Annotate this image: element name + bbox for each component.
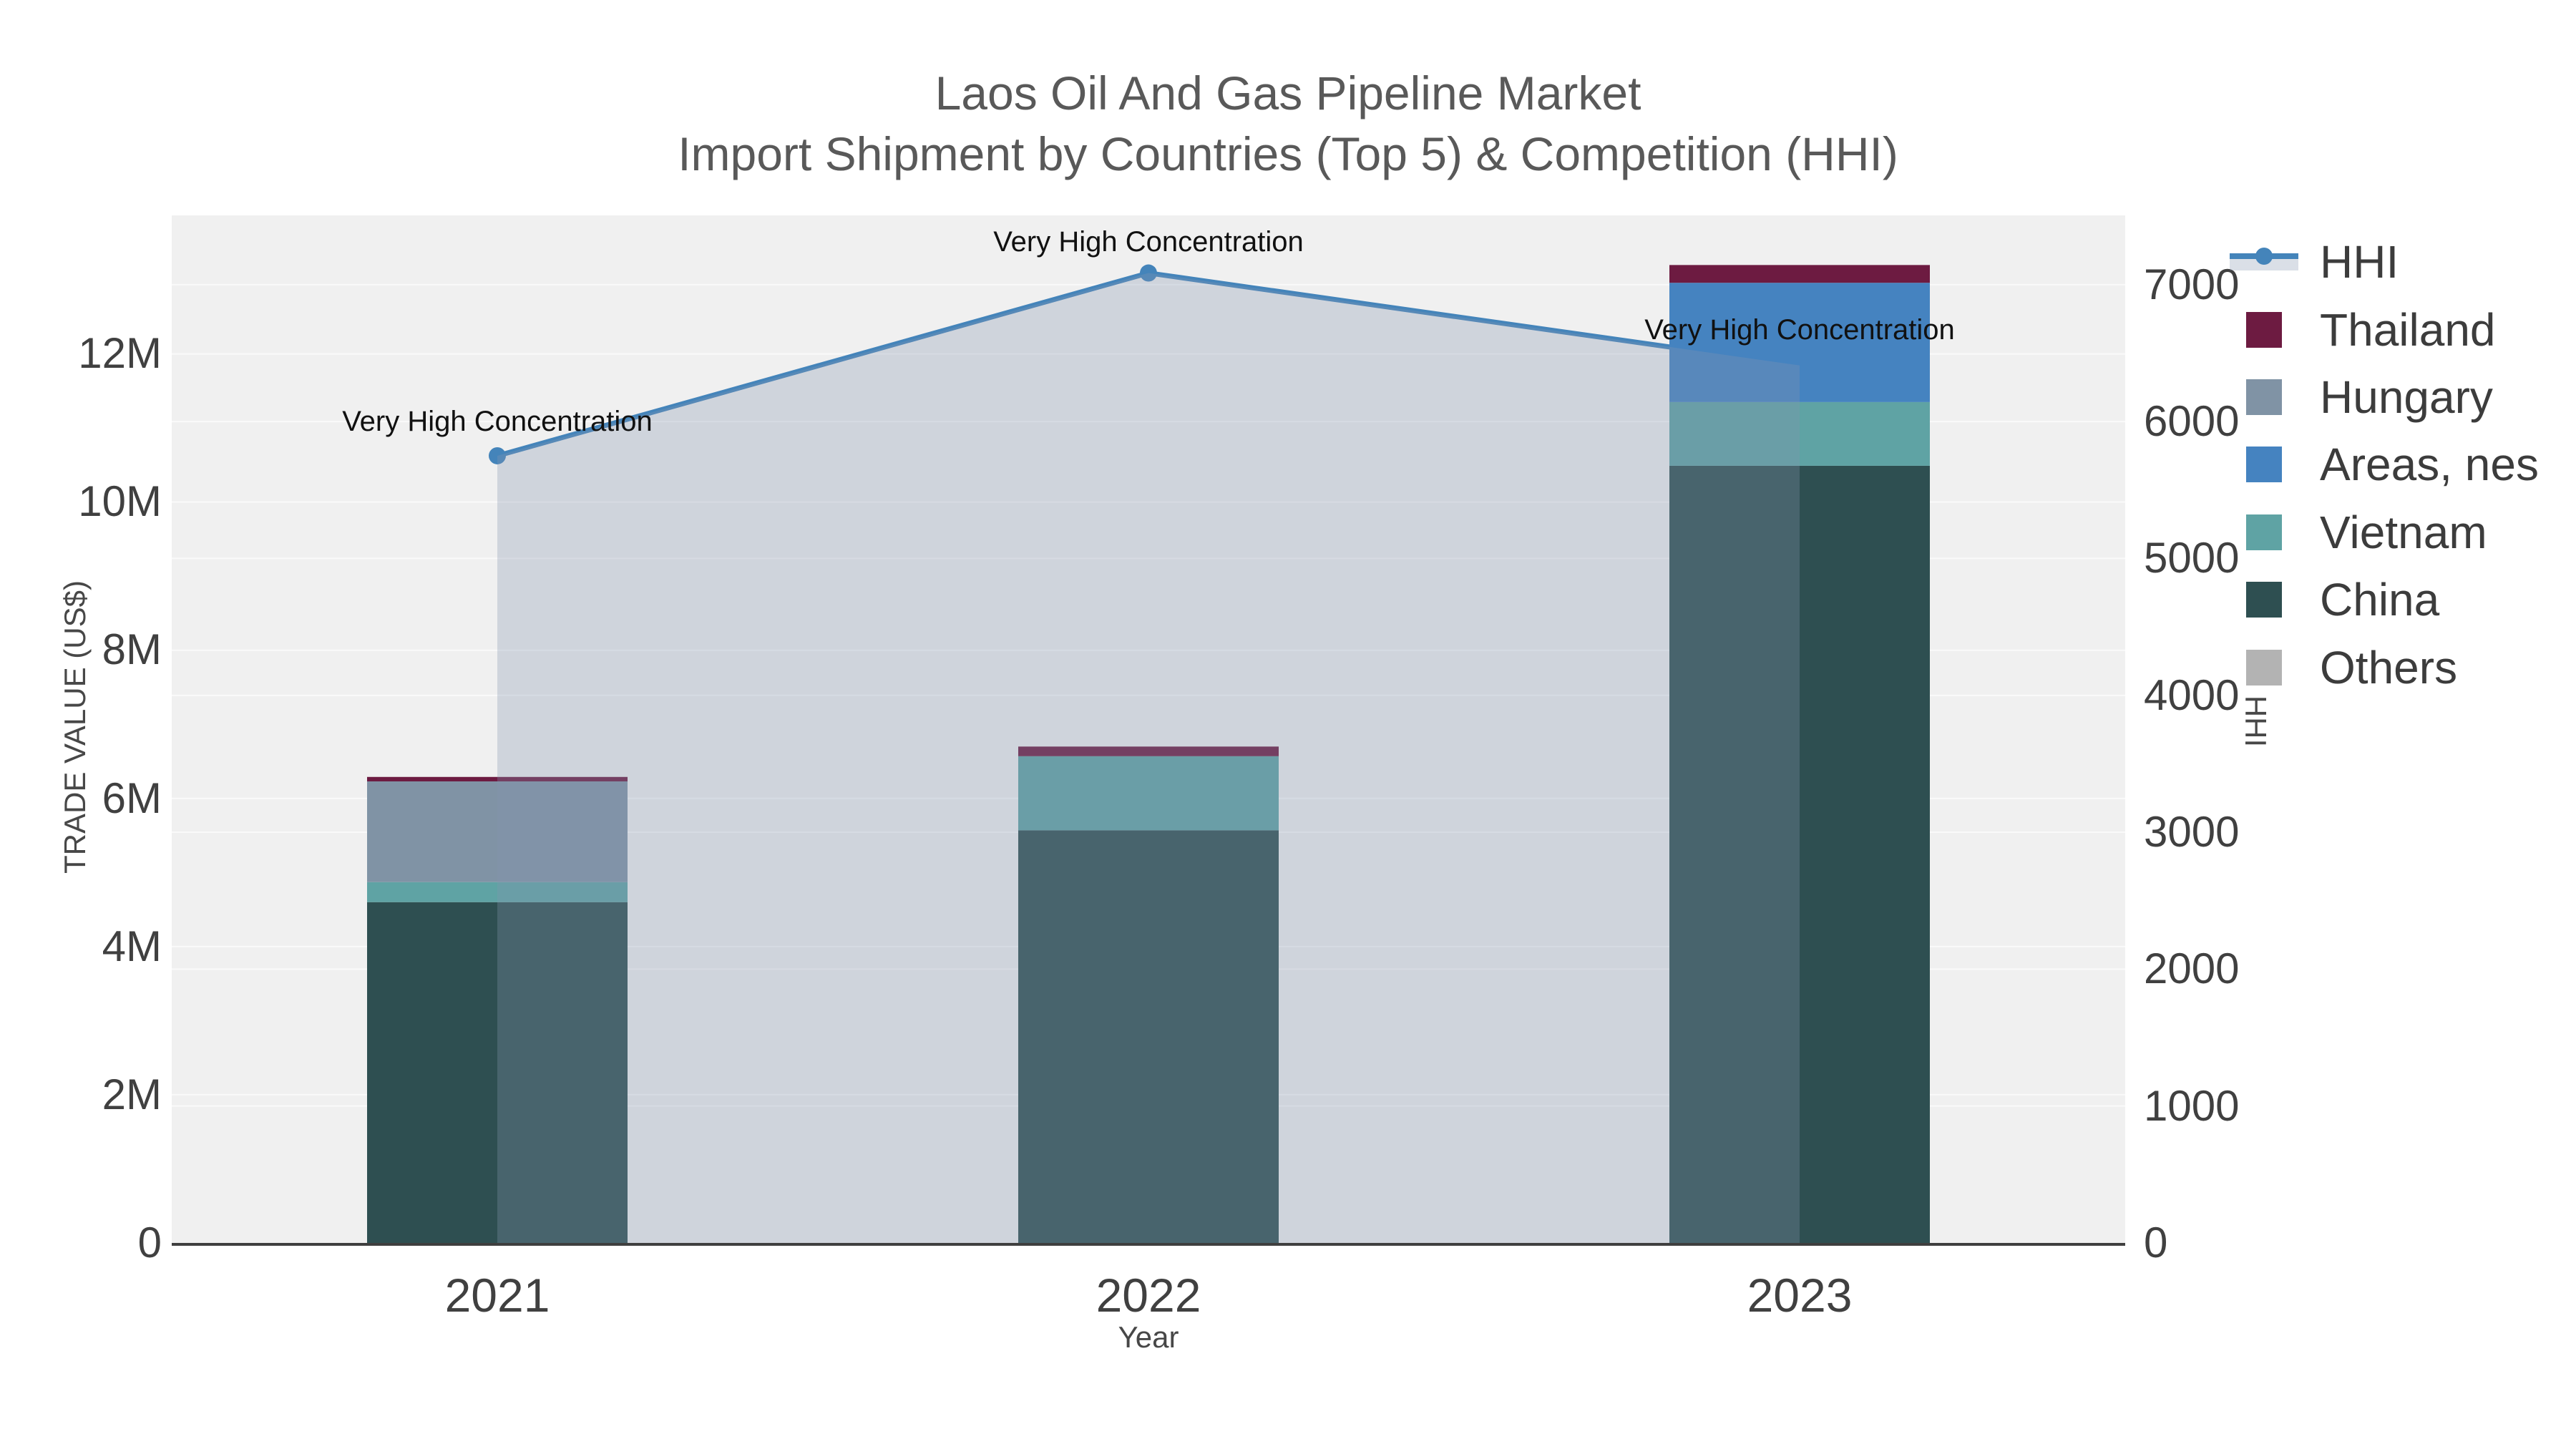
bar-china-2021[interactable] xyxy=(367,902,628,1243)
ytick-left-0: 0 xyxy=(137,1219,162,1267)
ytick-right-6000: 6000 xyxy=(2144,397,2240,445)
hhi-line-icon xyxy=(2227,248,2301,271)
xtick-2021: 2021 xyxy=(444,1269,550,1322)
ytick-right-5000: 5000 xyxy=(2144,534,2240,582)
bar-china-2023[interactable] xyxy=(1669,465,1930,1243)
annotation-2021: Very High Concentration xyxy=(342,406,653,437)
chart-title-line2: Import Shipment by Countries (Top 5) & C… xyxy=(678,127,1898,180)
vietnam-swatch-icon xyxy=(2246,514,2282,550)
ytick-left-4m: 4M xyxy=(102,922,162,970)
bar-hungary-2021[interactable] xyxy=(367,781,628,882)
legend-label-hungary: Hungary xyxy=(2320,371,2493,423)
legend-label-thailand: Thailand xyxy=(2320,303,2496,356)
ytick-left-10m: 10M xyxy=(78,477,162,525)
ytick-right-0: 0 xyxy=(2144,1219,2168,1267)
legend-hhi-dot xyxy=(2255,248,2273,265)
legend-item-thailand[interactable]: Thailand xyxy=(2227,296,2539,363)
xtick-2022: 2022 xyxy=(1096,1269,1201,1322)
legend-item-hhi[interactable]: HHI xyxy=(2227,228,2539,296)
thailand-swatch-icon xyxy=(2246,311,2282,348)
bar-vietnam-2021[interactable] xyxy=(367,882,628,902)
hhi-area-fill xyxy=(497,273,1800,1244)
ytick-right-1000: 1000 xyxy=(2144,1082,2240,1130)
ytick-left-12m: 12M xyxy=(78,329,162,377)
annotation-2023: Very High Concentration xyxy=(1644,314,1955,346)
hungary-swatch-icon xyxy=(2246,379,2282,415)
bar-vietnam-2023[interactable] xyxy=(1669,401,1930,466)
legend-item-others[interactable]: Others xyxy=(2227,633,2539,701)
ytick-left-8m: 8M xyxy=(102,625,162,673)
ytick-right-2000: 2000 xyxy=(2144,945,2240,992)
areas-nes-swatch-icon xyxy=(2246,447,2282,483)
legend-label-hhi: HHI xyxy=(2320,236,2399,288)
y-right-axis-title: HHI xyxy=(2239,695,2273,748)
china-swatch-icon xyxy=(2246,582,2282,618)
y-left-axis-title: TRADE VALUE (US$) xyxy=(58,580,92,874)
legend: HHI Thailand Hungary Areas, nes Vietnam … xyxy=(2227,228,2539,701)
ytick-left-2m: 2M xyxy=(102,1070,162,1118)
ytick-right-7000: 7000 xyxy=(2144,260,2240,308)
legend-label-china: China xyxy=(2320,574,2440,626)
bar-areas-nes-2023[interactable] xyxy=(1669,283,1930,402)
bar-thailand-2022[interactable] xyxy=(1018,746,1279,756)
x-axis-title: Year xyxy=(1118,1320,1179,1354)
annotation-2022: Very High Concentration xyxy=(993,226,1304,258)
legend-label-vietnam: Vietnam xyxy=(2320,506,2487,558)
bar-thailand-2021[interactable] xyxy=(367,776,628,781)
hhi-marker-2021[interactable] xyxy=(489,447,506,464)
legend-item-vietnam[interactable]: Vietnam xyxy=(2227,499,2539,566)
bar-thailand-2023[interactable] xyxy=(1669,265,1930,283)
others-swatch-icon xyxy=(2246,649,2282,686)
bar-vietnam-2022[interactable] xyxy=(1018,756,1279,831)
hhi-marker-2022[interactable] xyxy=(1140,264,1157,282)
xtick-2023: 2023 xyxy=(1747,1269,1853,1322)
legend-item-hungary[interactable]: Hungary xyxy=(2227,364,2539,431)
bar-china-2022[interactable] xyxy=(1018,830,1279,1243)
legend-label-areas-nes: Areas, nes xyxy=(2320,439,2539,491)
legend-label-others: Others xyxy=(2320,641,2458,693)
legend-item-china[interactable]: China xyxy=(2227,566,2539,633)
ytick-left-6m: 6M xyxy=(102,774,162,822)
legend-item-areas-nes[interactable]: Areas, nes xyxy=(2227,431,2539,498)
legend-hhi-band xyxy=(2230,248,2298,271)
ytick-right-3000: 3000 xyxy=(2144,808,2240,856)
ytick-right-4000: 4000 xyxy=(2144,671,2240,719)
chart-title-line1: Laos Oil And Gas Pipeline Market xyxy=(935,67,1641,119)
